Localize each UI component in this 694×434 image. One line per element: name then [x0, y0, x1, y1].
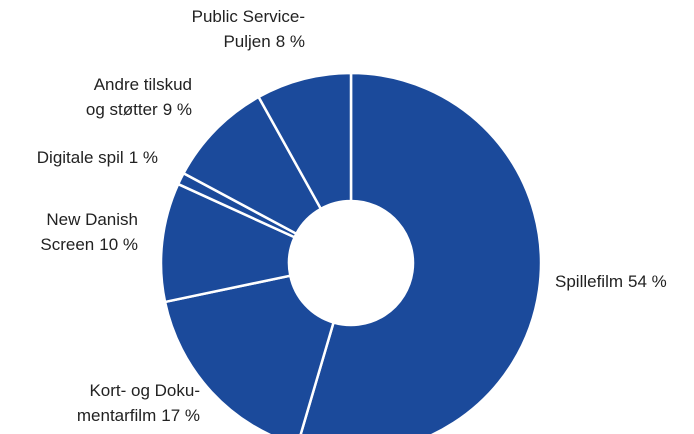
slice-label: Andre tilskud og støtter 9 % [86, 75, 192, 119]
label-line: Kort- og Doku- [89, 381, 200, 400]
label-line: Andre tilskud [94, 75, 192, 94]
slice-label: Public Service- Puljen 8 % [192, 7, 305, 51]
value-label: 17 % [161, 406, 200, 425]
value-label: 8 % [276, 32, 305, 51]
donut-slice [256, 71, 353, 211]
label-line: Spillefilm [555, 272, 623, 291]
label-line: Digitale spil [37, 148, 124, 167]
donut-slice [159, 182, 297, 304]
slice-label: Spillefilm 54 % [555, 272, 667, 291]
label-line: Public Service- [192, 7, 305, 26]
value-label: 10 % [99, 235, 138, 254]
label-line: New Danish [46, 210, 138, 229]
slice-label: Kort- og Doku-mentarfilm 17 % [77, 381, 200, 425]
slice-label: Digitale spil 1 % [37, 148, 158, 167]
value-label: 1 % [129, 148, 158, 167]
value-label: 9 % [163, 100, 192, 119]
label-line: og støtter [86, 100, 158, 119]
value-label: 54 % [628, 272, 667, 291]
donut-slice [163, 274, 336, 434]
donut-slice [299, 71, 543, 434]
label-line: mentarfilm [77, 406, 156, 425]
label-line: Puljen [223, 32, 270, 51]
slice-label: New Danish Screen 10 % [40, 210, 138, 254]
label-line: Screen [40, 235, 94, 254]
